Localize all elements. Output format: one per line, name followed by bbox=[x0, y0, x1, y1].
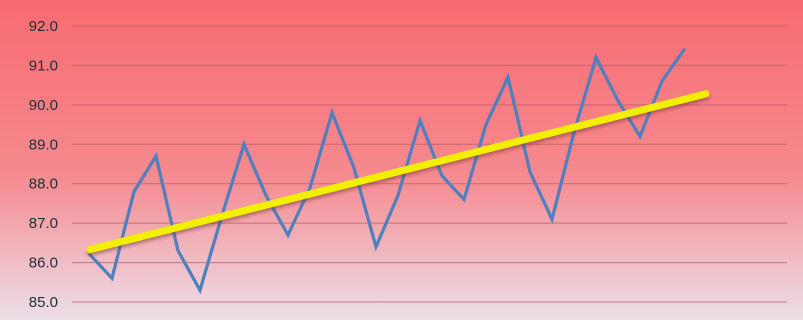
trend-line bbox=[86, 90, 710, 254]
series-layer bbox=[88, 48, 686, 295]
y-tick-label: 86.0 bbox=[29, 255, 58, 272]
y-tick-label: 91.0 bbox=[29, 57, 58, 74]
y-tick-label: 89.0 bbox=[29, 136, 58, 153]
trend-layer bbox=[86, 90, 710, 254]
y-tick-label: 90.0 bbox=[29, 97, 58, 114]
series-line bbox=[88, 48, 686, 295]
y-tick-label: 88.0 bbox=[29, 176, 58, 193]
y-tick-label: 87.0 bbox=[29, 215, 58, 232]
y-tick-label: 92.0 bbox=[29, 18, 58, 35]
y-tick-label: 85.0 bbox=[29, 294, 58, 311]
y-axis: 85.0 86.0 87.0 88.0 89.0 90.0 91.0 92.0 bbox=[29, 18, 58, 311]
